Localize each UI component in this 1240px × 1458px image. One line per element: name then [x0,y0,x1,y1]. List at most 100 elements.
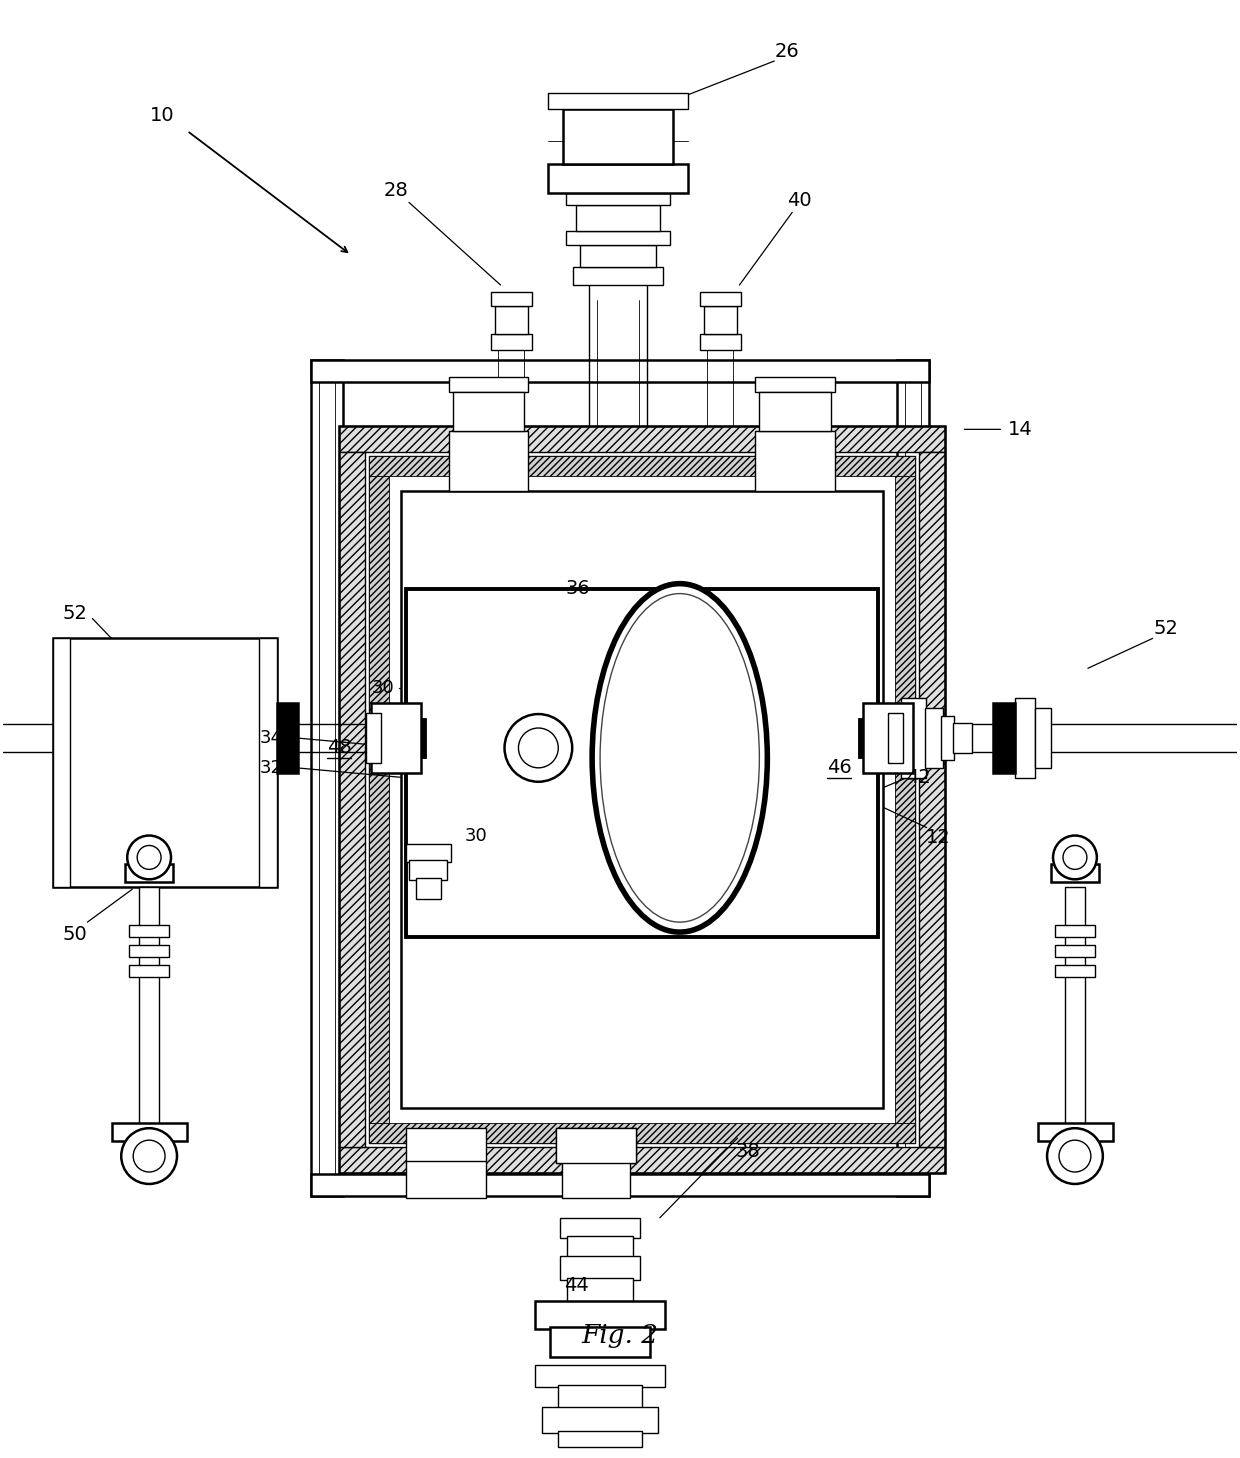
Bar [580,245,656,267]
Bar [1016,698,1035,777]
Text: 50: 50 [62,924,87,943]
Bar [449,432,528,491]
Text: 38: 38 [735,1142,760,1161]
Text: 52: 52 [62,604,87,623]
Bar [491,292,532,306]
Text: 10: 10 [150,106,175,125]
Bar [340,426,945,452]
Bar [259,639,277,888]
Bar [449,376,528,392]
Bar [311,360,343,1196]
Bar [415,878,440,900]
Bar [888,713,903,763]
Bar [759,392,831,432]
Bar [755,432,835,491]
Bar [366,713,381,763]
Bar [409,860,446,881]
Circle shape [1063,846,1087,869]
Bar [1055,926,1095,937]
Bar [577,206,660,232]
Text: 44: 44 [564,1276,589,1295]
Bar [952,723,972,752]
Bar [699,334,742,350]
Text: 52: 52 [1153,620,1178,639]
Bar [558,1430,642,1446]
Circle shape [1059,1140,1091,1172]
Bar [139,888,159,1126]
Bar [405,589,878,937]
Bar [125,865,174,882]
Bar [453,429,525,477]
Bar [370,456,915,1143]
Text: 32: 32 [260,758,283,777]
Bar [897,360,929,1196]
Ellipse shape [600,593,759,921]
Text: 40: 40 [787,191,811,210]
Bar [129,926,169,937]
Bar [1038,1123,1112,1142]
Bar [567,194,670,206]
Bar [759,429,831,477]
Bar [1065,888,1085,1126]
Text: 42: 42 [906,768,931,787]
Bar [755,376,835,392]
Bar [560,1255,640,1280]
Bar [340,1147,945,1174]
Circle shape [505,714,572,781]
Bar [277,703,299,773]
Bar [1052,865,1099,882]
Text: 36: 36 [565,579,590,598]
Bar [548,163,688,194]
Bar [405,844,451,862]
Text: 28: 28 [383,181,408,200]
Circle shape [133,1140,165,1172]
Bar [993,703,1016,773]
Bar [562,1161,630,1198]
Circle shape [138,846,161,869]
Bar [52,639,277,888]
Bar [542,1407,658,1433]
Bar [560,1217,640,1238]
Bar [52,639,71,888]
Bar [113,1123,187,1142]
Bar [495,306,528,334]
Bar [558,1385,642,1408]
Bar [536,1365,665,1387]
Text: 48: 48 [327,738,352,757]
Bar [557,1128,636,1163]
Bar [1055,965,1095,977]
Text: 12: 12 [926,828,951,847]
Bar [311,360,929,382]
Bar [573,267,663,284]
Bar [405,1128,486,1163]
Bar [557,1128,636,1163]
Bar [863,703,913,773]
Bar [925,709,942,768]
Bar [371,703,420,773]
Circle shape [518,728,558,768]
Bar [401,491,883,1108]
Bar [563,109,673,163]
Text: 30: 30 [372,679,394,697]
Bar [536,1302,665,1330]
Text: 26: 26 [775,41,800,61]
Ellipse shape [593,583,768,932]
Bar [1055,945,1095,956]
Bar [900,698,925,777]
Bar [919,452,945,1147]
Bar [396,717,425,758]
Circle shape [1053,835,1097,879]
Bar [548,93,688,109]
Bar [370,456,915,477]
Bar [491,334,532,350]
Bar [858,717,888,758]
Bar [567,1236,632,1258]
Bar [905,370,920,1185]
Circle shape [1047,1128,1102,1184]
Bar [405,1161,486,1198]
Bar [941,716,955,760]
Bar [320,370,335,1185]
Text: Fig. 2: Fig. 2 [582,1322,658,1347]
Bar [129,945,169,956]
Bar [699,292,742,306]
